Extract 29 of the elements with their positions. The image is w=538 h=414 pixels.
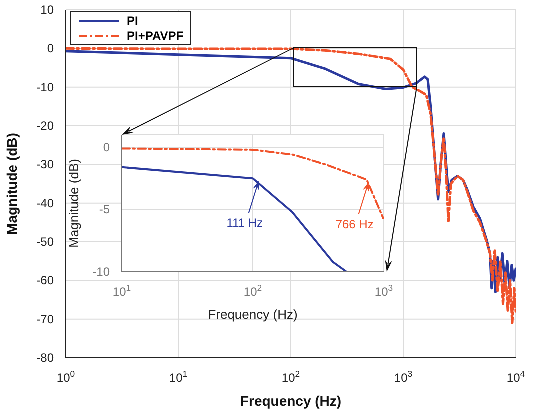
x-tick-label: 10$^{0}$ (56, 369, 76, 385)
y-tick-label: -80 (36, 351, 54, 365)
x-tick-label: 10$^{2}$ (282, 369, 300, 385)
x-tick-label: 10$^{3}$ (394, 369, 413, 385)
y-tick-label: -70 (36, 312, 54, 326)
y-tick-label: -30 (36, 158, 54, 172)
y-tick-label: -20 (36, 119, 54, 133)
y-tick-label: -50 (36, 235, 54, 249)
y-tick-label: 0 (103, 140, 110, 154)
y-axis-title: Magnitude (dB) (66, 159, 82, 248)
annotation: 766 Hz (336, 217, 374, 232)
y-tick-label: -5 (99, 202, 110, 217)
x-axis-title: Frequency (Hz) (208, 307, 298, 322)
y-tick-label: 0 (47, 42, 54, 56)
y-tick-label: -10 (92, 265, 110, 279)
y-tick-label: 10 (40, 3, 54, 17)
annotation: 111 Hz (226, 216, 264, 230)
x-tick-label: 10$^{4}$ (506, 369, 526, 385)
y-tick-label: -10 (36, 80, 54, 94)
y-tick-label: -40 (36, 196, 54, 210)
legend-label: PI (127, 14, 138, 28)
y-axis-title: Magnitude (dB) (4, 133, 20, 235)
legend-label: PI+PAVPF (127, 28, 184, 42)
x-tick-label: 10$^{2}$ (244, 283, 262, 299)
x-tick-label: 10$^{1}$ (169, 369, 188, 385)
y-tick-label: -60 (36, 274, 54, 288)
x-tick-label: 10$^{3}$ (374, 283, 394, 299)
x-axis-title: Frequency (Hz) (240, 393, 342, 409)
x-tick-label: 10$^{1}$ (112, 283, 132, 299)
